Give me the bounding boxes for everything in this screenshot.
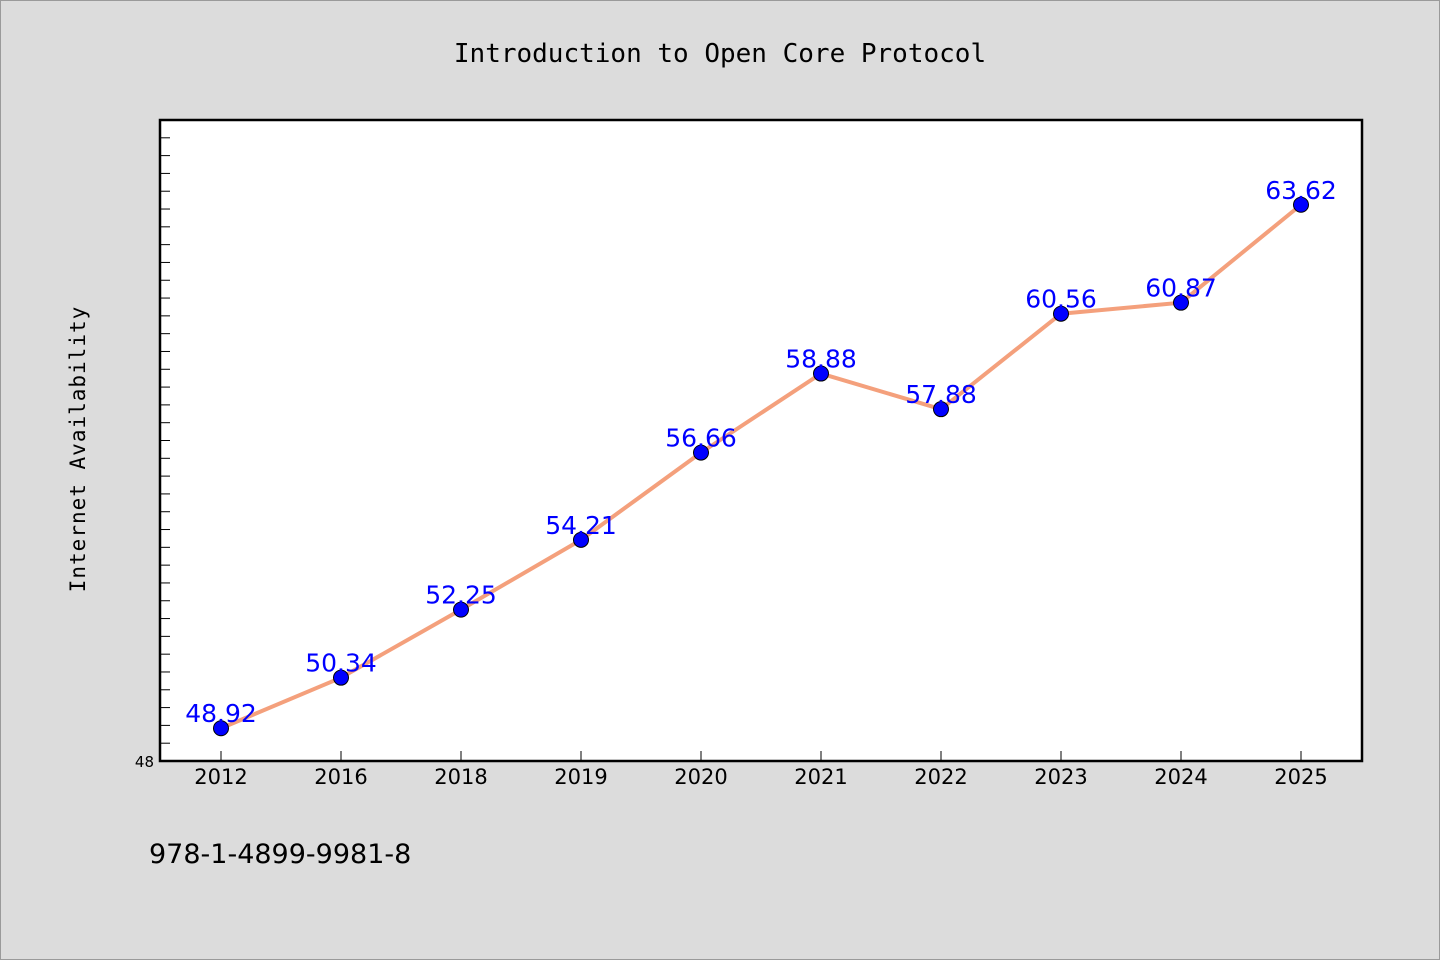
y-axis-label: Internet Availability — [66, 306, 90, 593]
data-label: 54.21 — [545, 511, 617, 540]
x-tick-label: 2023 — [1034, 765, 1087, 789]
data-label: 57.88 — [905, 380, 977, 409]
data-point — [453, 601, 469, 618]
series-line — [219, 202, 1303, 731]
y-tick-label: 48 — [135, 753, 154, 771]
data-label: 48.92 — [185, 699, 257, 728]
data-point — [333, 669, 349, 686]
data-point — [693, 444, 709, 461]
data-point — [213, 720, 229, 737]
x-tick-label: 2025 — [1274, 765, 1327, 789]
data-label: 60.56 — [1025, 285, 1097, 314]
data-label: 58.88 — [785, 345, 857, 374]
x-tick-label: 2016 — [314, 765, 367, 789]
chart-title: Introduction to Open Core Protocol — [454, 39, 986, 69]
data-label: 56.66 — [665, 424, 737, 453]
data-point — [1173, 294, 1189, 311]
x-axis-ticks: 2012 2016 2018 2019 2020 2021 2022 2023 2024 2025 — [194, 751, 1328, 789]
data-point — [1293, 196, 1309, 213]
data-label: 63.62 — [1265, 176, 1337, 205]
data-label: 52.25 — [425, 581, 497, 610]
x-tick-label: 2019 — [554, 765, 607, 789]
x-tick-label: 2018 — [434, 765, 487, 789]
x-tick-label: 2012 — [194, 765, 247, 789]
x-tick-label: 2022 — [914, 765, 967, 789]
series-layer: 48.92 50.34 52.25 54.21 56.66 58.88 57.88 60.56… — [185, 176, 1337, 737]
data-label: 60.87 — [1145, 274, 1217, 303]
x-tick-label: 2024 — [1154, 765, 1207, 789]
data-label: 50.34 — [305, 649, 377, 678]
x-tick-label: 2020 — [674, 765, 727, 789]
data-point — [933, 401, 949, 418]
data-point — [813, 365, 829, 382]
plot-area — [158, 118, 1364, 763]
data-point — [1053, 305, 1069, 322]
data-point — [573, 531, 589, 548]
isbn-footer: 978-1-4899-9981-8 — [149, 839, 411, 870]
y-axis-ticks: 48 — [135, 137, 170, 771]
x-tick-label: 2021 — [794, 765, 847, 789]
